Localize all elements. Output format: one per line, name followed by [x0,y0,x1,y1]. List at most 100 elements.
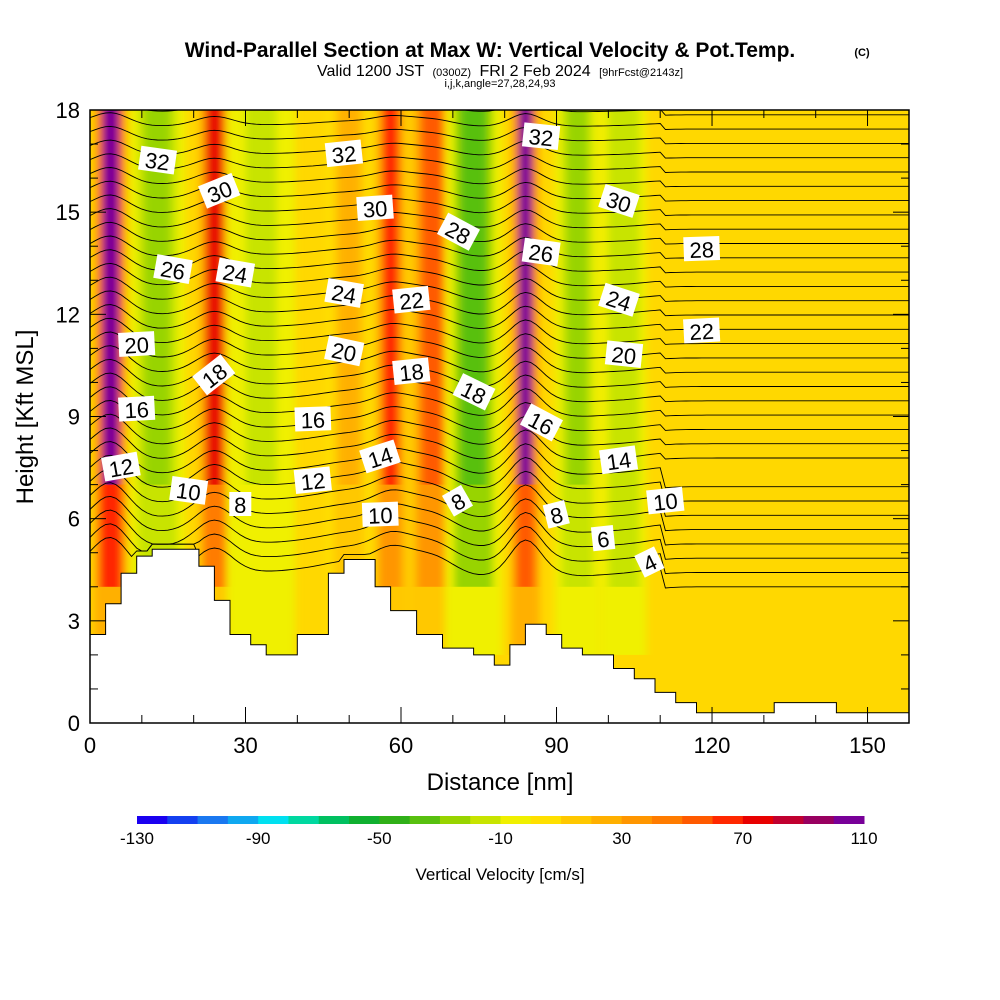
theta-contour-line [90,235,909,259]
colorbar-swatch [500,816,532,824]
contour-label: 16 [118,395,156,423]
contour-label: 32 [521,122,561,151]
theta-contour-line [90,290,909,317]
y-tick-label: 18 [56,98,80,123]
contour-label-text: 10 [175,478,203,506]
contour-label: 26 [153,254,193,285]
x-tick-label: 60 [389,733,413,758]
theta-contour-line [90,317,909,345]
contour-label-text: 20 [610,342,637,369]
colorbar-swatch [651,816,683,824]
colorbar-swatch [197,816,229,824]
contour-label-text: 24 [221,260,249,289]
theta-contour-line [90,400,909,432]
theta-contour-line [90,509,909,560]
theta-contour-line [90,441,909,489]
colorbar-swatch [803,816,835,824]
copyright-mark: (C) [854,47,870,59]
y-tick-label: 6 [68,507,80,532]
contour-label-box [441,484,474,517]
contour-label: 24 [324,277,364,309]
colorbar-swatch [561,816,592,824]
contour-label-box [521,122,561,151]
colorbar-swatch [621,816,653,824]
contour-label-box [634,546,665,578]
colorbar-swatch [409,816,441,824]
w-column-core [518,110,532,485]
contour-label-box [598,183,640,218]
contour-label-text: 22 [689,319,715,345]
contour-label-box [359,439,401,474]
contour-label-text: 20 [124,332,150,358]
colorbar-swatch [742,816,774,824]
contour-label-text: 6 [596,527,611,553]
axes: 0 30 60 90 120 150 0 3 6 9 12 15 18 [56,98,909,758]
terrain [90,548,909,723]
contour-label-text: 16 [300,407,325,433]
theta-contour-line [144,110,909,116]
grid-index-info: i,j,k,angle=27,28,24,93 [444,78,555,90]
contour-label-box [683,317,721,344]
contour-label-box [598,282,640,317]
contour-label-text: 20 [329,338,358,368]
contour-label-box [521,237,561,267]
contour-label: 28 [683,235,721,263]
theta-contour-line [90,167,909,188]
colorbar-swatch [379,816,411,824]
contour-label-box [599,445,639,475]
colorbar-tick-label: 110 [850,829,877,848]
contour-label-box [293,466,332,495]
colorbar-label: Vertical Velocity [cm/s] [415,865,584,884]
contour-label: 8 [542,500,570,529]
contour-label: 26 [521,237,561,268]
contour-label: 10 [169,476,209,506]
contour-label-box [324,335,365,367]
y-tick-label: 3 [68,609,80,634]
colorbar-swatch [773,816,804,824]
theta-contour-line [90,194,909,216]
contour-label-text: 8 [234,493,246,518]
contour-label-box [646,486,685,515]
contour-label-text: 8 [548,502,566,529]
theta-contour-line [90,139,909,159]
theta-contour-line [90,495,909,546]
contour-label-box [324,277,364,308]
contour-label-box [590,525,616,552]
contour-label-box [356,194,394,222]
chart-title: Wind-Parallel Section at Max W: Vertical… [185,39,796,62]
colorbar-swatch [318,816,350,824]
contour-label-box [294,406,332,432]
contour-label-text: 28 [689,237,714,263]
forecast-info: [9hrFcst@2143z] [599,67,683,79]
contour-label-box [436,212,480,251]
w-column-core [566,110,588,485]
contour-label-box [101,451,141,482]
contour-label: 12 [293,466,332,495]
contour-label-box [215,257,256,288]
valid-utc: (0300Z) [432,67,471,79]
contour-label: 14 [359,439,401,474]
contour-label-text: 24 [330,280,358,309]
colorbar-swatch [439,816,471,824]
colorbar-tick-label: -50 [367,829,392,848]
contour-label-text: 10 [368,503,393,529]
colorbar-swatch [470,816,501,824]
contour-label: 10 [646,486,685,516]
colorbar-tick-label: -130 [120,829,154,848]
contour-label-box [683,235,721,262]
contour-label-text: 32 [527,124,554,151]
x-tick-label: 120 [694,733,731,758]
colorbar-swatch [227,816,259,824]
colorbar-tick-label: -10 [488,829,513,848]
contour-label: 22 [392,285,431,315]
theta-contour-line [90,125,909,145]
theta-contour-line [90,454,909,503]
theta-contour-line [90,153,909,173]
theta-contour-line [90,372,909,403]
theta-contour-line [90,482,909,532]
colorbar-swatch [530,816,562,824]
theta-contour-line [90,413,909,446]
contour-label: 32 [324,139,364,169]
